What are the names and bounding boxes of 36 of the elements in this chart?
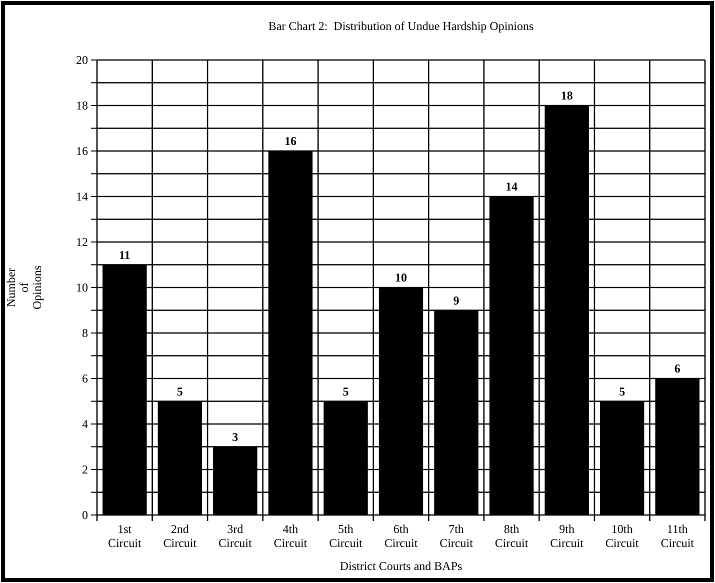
y-tick-label: 0 xyxy=(82,508,88,522)
x-tick-label: 6th Circuit xyxy=(384,522,418,550)
data-label: 3 xyxy=(232,430,238,444)
data-label: 5 xyxy=(176,384,183,398)
x-tick-label: 8th Circuit xyxy=(494,522,529,550)
y-tick-label: 10 xyxy=(76,280,88,294)
y-tick-label: 20 xyxy=(76,52,88,67)
y-tick-label: 14 xyxy=(76,189,88,204)
data-label: 11 xyxy=(118,248,130,262)
data-label: 16 xyxy=(284,134,296,148)
data-label: 18 xyxy=(560,88,573,102)
chart-title: Bar Chart 2: Distribution of Undue Hardship Opinions xyxy=(268,19,534,33)
x-tick-label: 11th Circuit xyxy=(660,522,695,550)
data-label: 9 xyxy=(453,293,460,308)
y-tick-label: 2 xyxy=(82,462,88,476)
data-label: 10 xyxy=(395,270,407,284)
x-tick-label: 7th Circuit xyxy=(440,522,474,550)
x-axis-title: District Courts and BAPs xyxy=(340,559,462,573)
x-tick-label: 5th Circuit xyxy=(329,522,364,550)
x-tick-label: 3rd Circuit xyxy=(218,522,253,550)
y-tick-label: 18 xyxy=(76,98,88,112)
y-tick-label: 16 xyxy=(76,144,88,158)
data-label: 14 xyxy=(506,180,518,194)
x-tick-label: 2nd Circuit xyxy=(163,522,198,550)
x-tick-label: 9th Circuit xyxy=(550,522,584,550)
y-tick-label: 4 xyxy=(82,416,88,431)
data-label: 5 xyxy=(342,384,349,398)
y-tick-label: 6 xyxy=(82,371,88,386)
data-label: 5 xyxy=(619,384,626,398)
y-tick-label: 8 xyxy=(82,326,88,340)
x-tick-label: 4th Circuit xyxy=(274,522,308,550)
x-tick-label: 1st Circuit xyxy=(108,522,142,550)
data-label: 6 xyxy=(674,362,680,376)
y-tick-label: 12 xyxy=(76,234,88,249)
y-axis-title: Number of Opinions xyxy=(4,265,44,310)
x-tick-label: 10th Circuit xyxy=(605,522,640,550)
